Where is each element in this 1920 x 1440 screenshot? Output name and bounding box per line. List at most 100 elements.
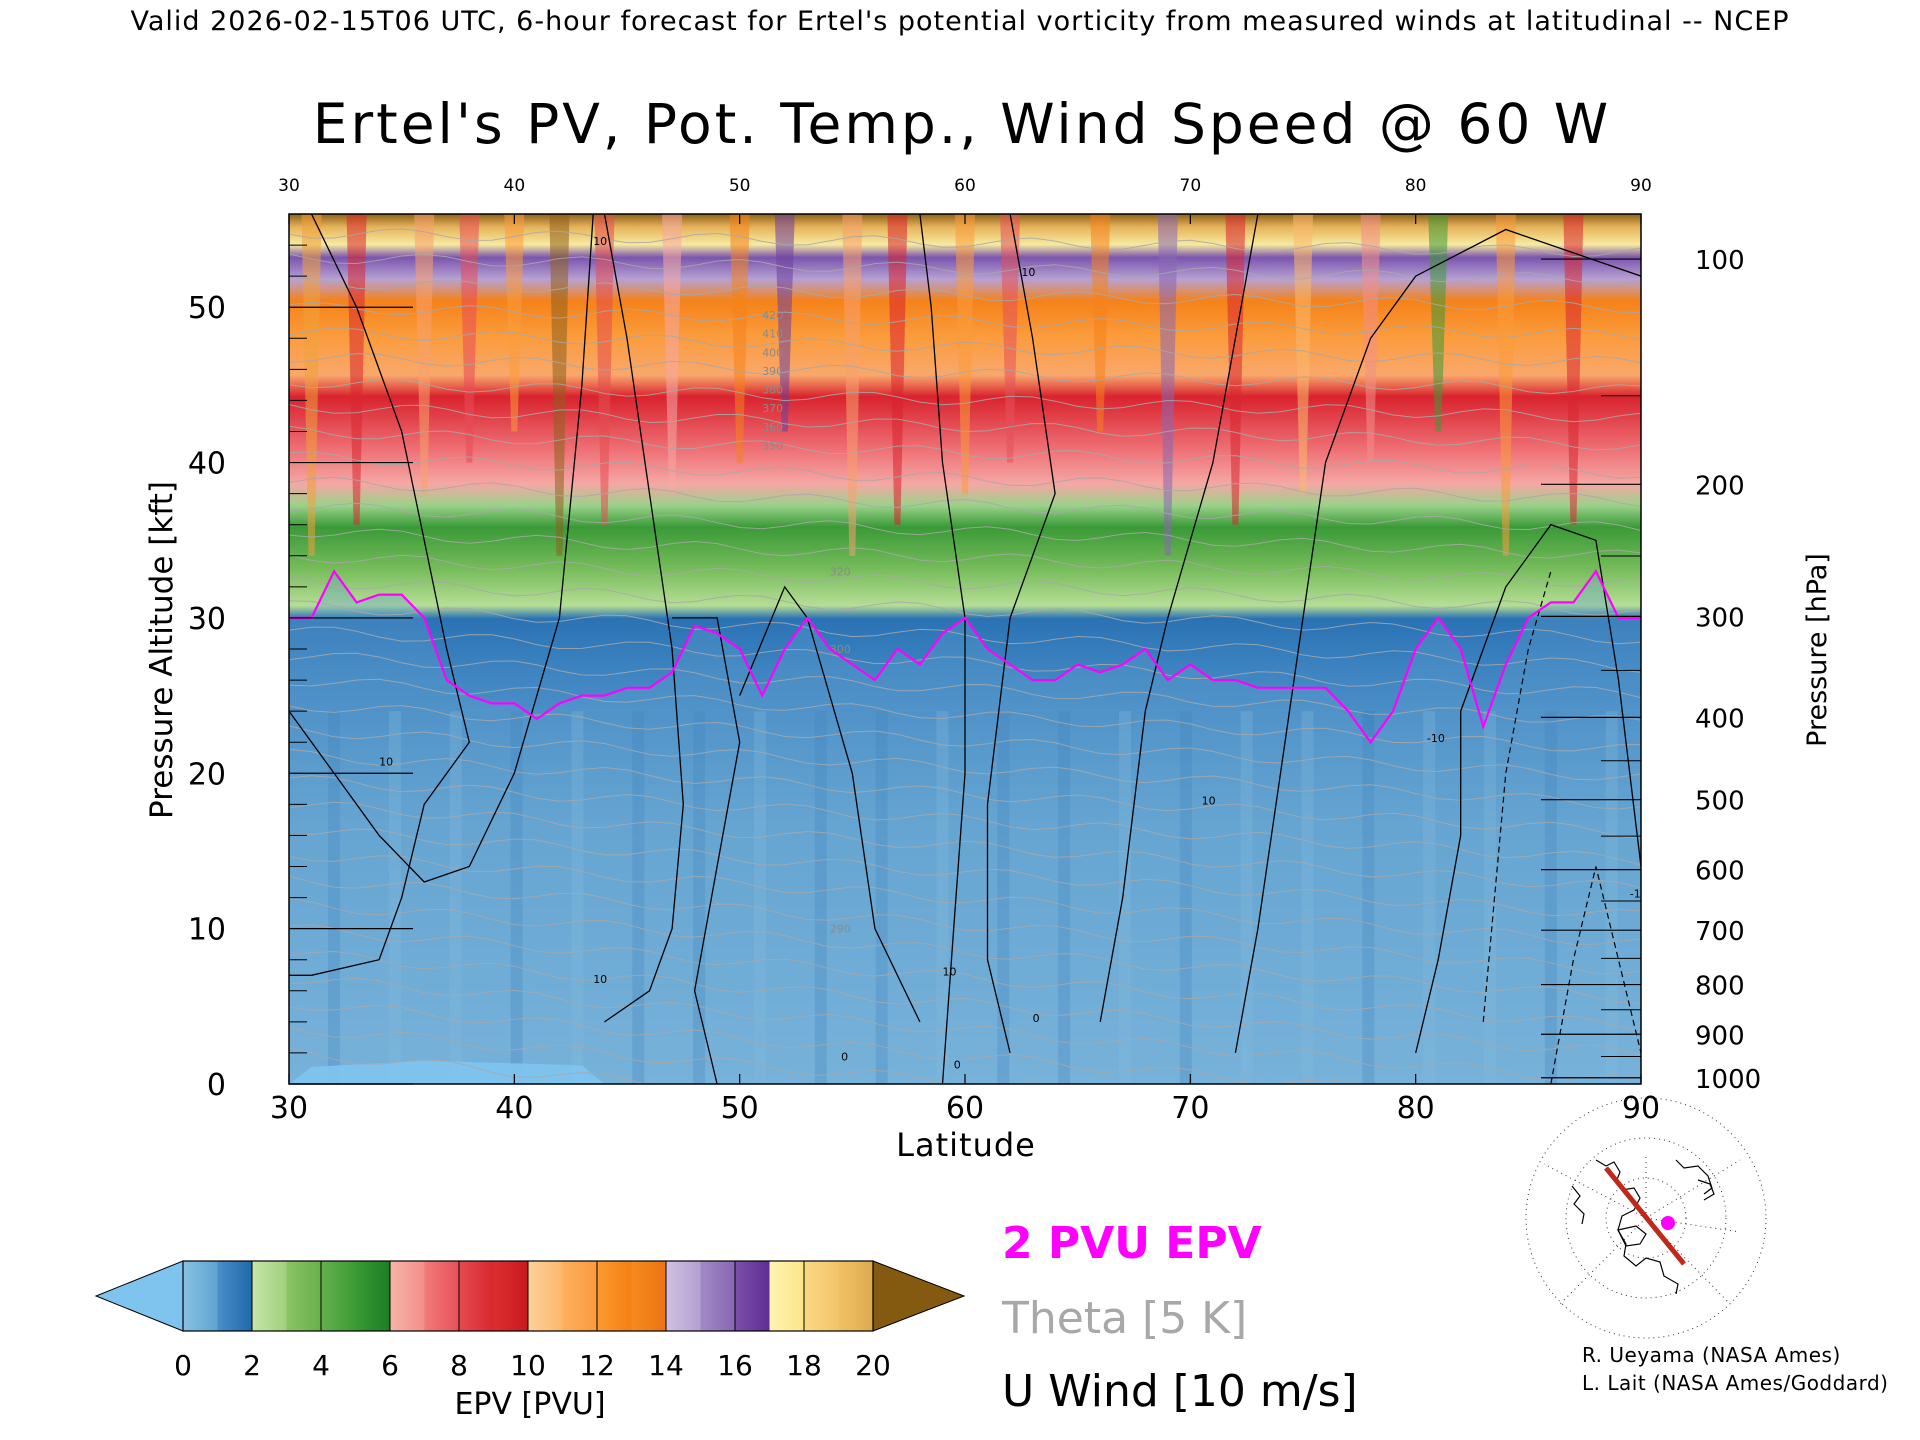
u-wind-contour-line (739, 585, 921, 1023)
colorbar-segment (804, 1261, 839, 1331)
troposphere-shade (289, 571, 1641, 1084)
epv-band (814, 711, 827, 1084)
epv-tongue (955, 214, 975, 494)
theta-contour-line (289, 528, 1641, 588)
u-wind-contour-line (603, 214, 684, 1023)
pressure-tick-label: 200 (1695, 471, 1745, 501)
colorbar-segment (183, 1261, 218, 1331)
theta-contour-line (289, 276, 1641, 313)
epv-band (1301, 711, 1314, 1084)
y-axis-right-pressure: 100 200 300 400 500 600 700 800 900 1000 (1541, 246, 1761, 1095)
colorbar-segment (459, 1261, 494, 1331)
colorbar-tick-label: 14 (648, 1349, 684, 1382)
epv-tongue (1000, 214, 1021, 463)
u-wind-label: 10 (593, 235, 607, 248)
theta-contour-line (289, 977, 1641, 1081)
x-top-tick-label: 40 (504, 176, 526, 196)
epv-band (571, 711, 584, 1084)
theta-label: 290 (830, 923, 851, 936)
u-wind-label: 10 (1202, 794, 1216, 807)
x-tick-label: 30 (270, 1091, 308, 1126)
u-wind-label: 10 (1326, 204, 1340, 217)
epv-band (936, 711, 949, 1084)
epv-tongue (842, 214, 863, 556)
u-wind-contours: 10 10 10 10 10 10 10 0 0 0 -10 -10 (289, 204, 1641, 1084)
colorbar-segment (735, 1261, 770, 1331)
x-top-tick-label: 30 (278, 176, 300, 196)
colorbar-tick-label: 10 (510, 1349, 546, 1382)
legend-2pvu-epv: 2 PVU EPV (1002, 1218, 1262, 1269)
epv-tongue (301, 214, 322, 556)
theta-contour-line (289, 378, 1641, 423)
colorbar-segment (252, 1261, 287, 1331)
epv-tongue (1157, 214, 1178, 556)
theta-contour-line (289, 451, 1641, 507)
colorbar-tick-label: 6 (381, 1349, 399, 1382)
pressure-tick-label: 100 (1695, 246, 1745, 276)
theta-contour-line (289, 875, 1641, 975)
u-wind-negative-contour (1482, 571, 1552, 1022)
epv-tongue (594, 214, 615, 525)
u-wind-label: 0 (841, 1051, 848, 1064)
pressure-tick-label: 1000 (1695, 1065, 1761, 1095)
y-axis-right-label: Pressure [hPa] (1802, 553, 1833, 747)
epv-tongue (1495, 214, 1516, 556)
x-tick-label: 80 (1397, 1091, 1435, 1126)
theta-label: 300 (830, 643, 851, 656)
colorbar: 0 2 4 6 8 10 12 14 16 18 20 (94, 1260, 966, 1382)
epv-tongue (662, 214, 683, 494)
epv-tongue (414, 214, 435, 494)
theta-contour-line (289, 404, 1641, 451)
polar-stereographic-map-icon (1525, 1097, 1767, 1339)
pressure-tick-label: 500 (1695, 787, 1745, 817)
theta-contour-line (289, 801, 1641, 889)
u-wind-label: 10 (942, 965, 956, 978)
epv-band (875, 711, 888, 1084)
u-wind-contour-line (1099, 214, 1259, 1023)
epv-tongue (1428, 214, 1449, 432)
epv-tongue (1225, 214, 1246, 525)
x-tick-label: 60 (946, 1091, 984, 1126)
theta-contour-line (289, 828, 1641, 917)
theta-label: 320 (830, 565, 851, 578)
theta-contour-line (289, 476, 1641, 531)
chart-title: Ertel's PV, Pot. Temp., Wind Speed @ 60 … (313, 92, 1611, 156)
epv-band (328, 711, 341, 1084)
low-pv-patch (289, 1060, 605, 1084)
epv-tongue (504, 214, 525, 432)
theta-label: 410 (762, 328, 783, 341)
legend-u-wind: U Wind [10 m/s] (1002, 1366, 1358, 1417)
epv-band (1240, 711, 1253, 1084)
theta-contour-line (289, 554, 1641, 616)
y-axis-left: 0 10 20 30 40 50 (188, 213, 413, 1103)
epv-tongue (1563, 214, 1584, 525)
x-top-tick-label: 80 (1405, 176, 1427, 196)
pressure-tick-label: 600 (1695, 857, 1745, 887)
colorbar-segment (286, 1261, 322, 1331)
theta-contour-line (289, 228, 1641, 258)
colorbar-tick-label: 8 (450, 1349, 468, 1382)
theta-contour-line (289, 1004, 1358, 1084)
epv-tongue (549, 214, 570, 556)
credit-line-1: R. Ueyama (NASA Ames) (1582, 1343, 1841, 1367)
colorbar-tick-label: 18 (786, 1349, 822, 1382)
colorbar-tick-label: 4 (312, 1349, 330, 1382)
u-wind-contour-line (1415, 523, 1641, 1054)
theta-contour-line (289, 502, 1641, 559)
pressure-tick-label: 300 (1695, 603, 1745, 633)
colorbar-segment (493, 1261, 529, 1331)
epv-tongue (346, 214, 367, 525)
colorbar-segment (217, 1261, 253, 1331)
x-tick-label: 40 (495, 1091, 533, 1126)
epv-band (1544, 711, 1557, 1084)
pressure-tick-label: 700 (1695, 917, 1745, 947)
epv-band (693, 711, 706, 1084)
epv-band (1423, 711, 1436, 1084)
epv-tongue (1090, 214, 1111, 432)
theta-label: 360 (762, 421, 783, 434)
colorbar-tick-label: 16 (717, 1349, 753, 1382)
epv-band (388, 711, 401, 1084)
theta-contour-line (289, 253, 1641, 285)
